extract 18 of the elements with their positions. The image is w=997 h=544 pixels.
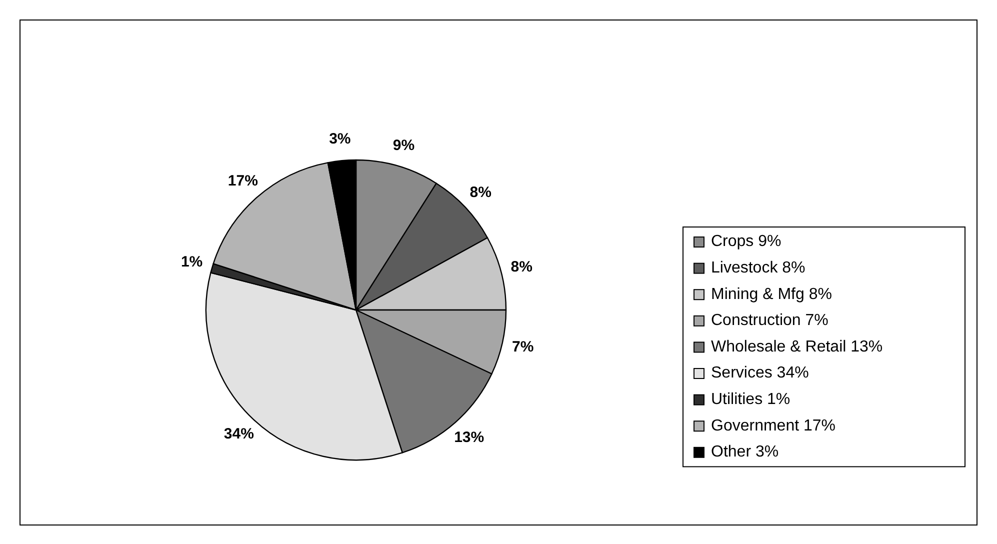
data-label: 7% — [512, 338, 534, 356]
data-label: 17% — [228, 172, 258, 190]
data-label: 1% — [180, 253, 203, 270]
legend-label: Mining & Mfg 8% — [711, 286, 832, 303]
data-label: 13% — [454, 429, 484, 446]
legend-label: Government 17% — [711, 417, 836, 434]
legend-label: Livestock 8% — [711, 260, 806, 277]
legend-label: Construction 7% — [711, 312, 828, 330]
legend-label: Wholesale & Retail 13% — [711, 338, 883, 356]
data-label: 3% — [329, 130, 351, 148]
legend-label: Crops 9% — [711, 233, 782, 250]
data-label: 34% — [224, 426, 254, 443]
legend-label: Utilities 1% — [711, 391, 790, 408]
data-label: 8% — [510, 258, 532, 276]
data-label: 9% — [392, 136, 415, 154]
data-label: 8% — [470, 184, 492, 201]
legend-label: Other 3% — [711, 444, 779, 461]
legend-label: Services 34% — [711, 364, 809, 382]
